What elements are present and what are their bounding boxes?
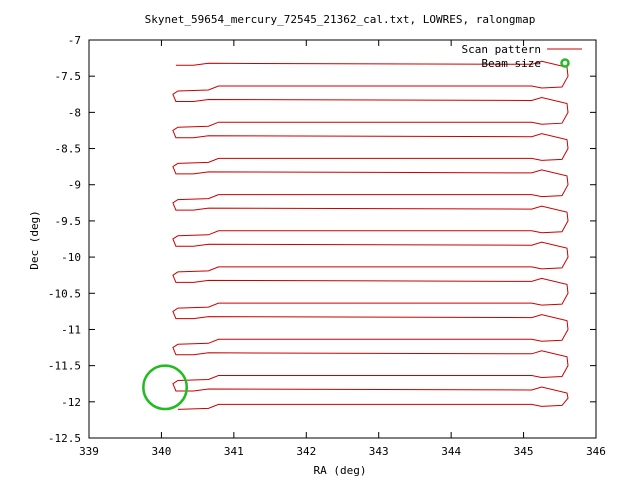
y-tick-label: -10 xyxy=(61,251,81,264)
beam-size-series xyxy=(142,364,189,411)
beam-size-circle xyxy=(142,364,189,411)
x-tick-label: 345 xyxy=(514,445,534,458)
y-axis-ticks: -7 -7.5 -8 -8.5 -9 -9.5 -10 -10.5 -11 -11.5 -12 -12… xyxy=(48,34,596,445)
scan-pattern-path xyxy=(172,60,569,410)
y-tick-label: -7 xyxy=(68,34,81,47)
x-tick-label: 341 xyxy=(224,445,244,458)
y-tick-label: -8.5 xyxy=(55,143,82,156)
y-tick-label: -9.5 xyxy=(55,215,82,228)
y-tick-label: -12.5 xyxy=(48,432,81,445)
x-axis-ticks: 339 340 341 342 343 344 345 346 xyxy=(79,40,606,458)
x-tick-label: 346 xyxy=(586,445,606,458)
x-tick-label: 342 xyxy=(296,445,316,458)
y-tick-label: -12 xyxy=(61,396,81,409)
x-tick-label: 340 xyxy=(151,445,171,458)
legend-beam-size-swatch xyxy=(560,58,570,68)
x-tick-label: 344 xyxy=(441,445,461,458)
legend-scan-pattern-label: Scan pattern xyxy=(462,43,541,56)
legend: Scan pattern Beam size xyxy=(462,43,582,70)
plot-frame xyxy=(88,39,597,439)
x-tick-label: 339 xyxy=(79,445,99,458)
y-tick-label: -11 xyxy=(61,323,81,336)
x-axis-label: RA (deg) xyxy=(314,464,367,477)
y-tick-label: -8 xyxy=(68,106,81,119)
y-tick-label: -7.5 xyxy=(55,70,82,83)
y-axis-label: Dec (deg) xyxy=(28,210,41,270)
legend-beam-size-label: Beam size xyxy=(481,57,541,70)
scan-pattern-series xyxy=(172,60,569,410)
chart-title: Skynet_59654_mercury_72545_21362_cal.txt… xyxy=(145,13,536,26)
y-tick-label: -11.5 xyxy=(48,360,81,373)
y-tick-label: -10.5 xyxy=(48,287,81,300)
x-tick-label: 343 xyxy=(369,445,389,458)
y-tick-label: -9 xyxy=(68,179,81,192)
